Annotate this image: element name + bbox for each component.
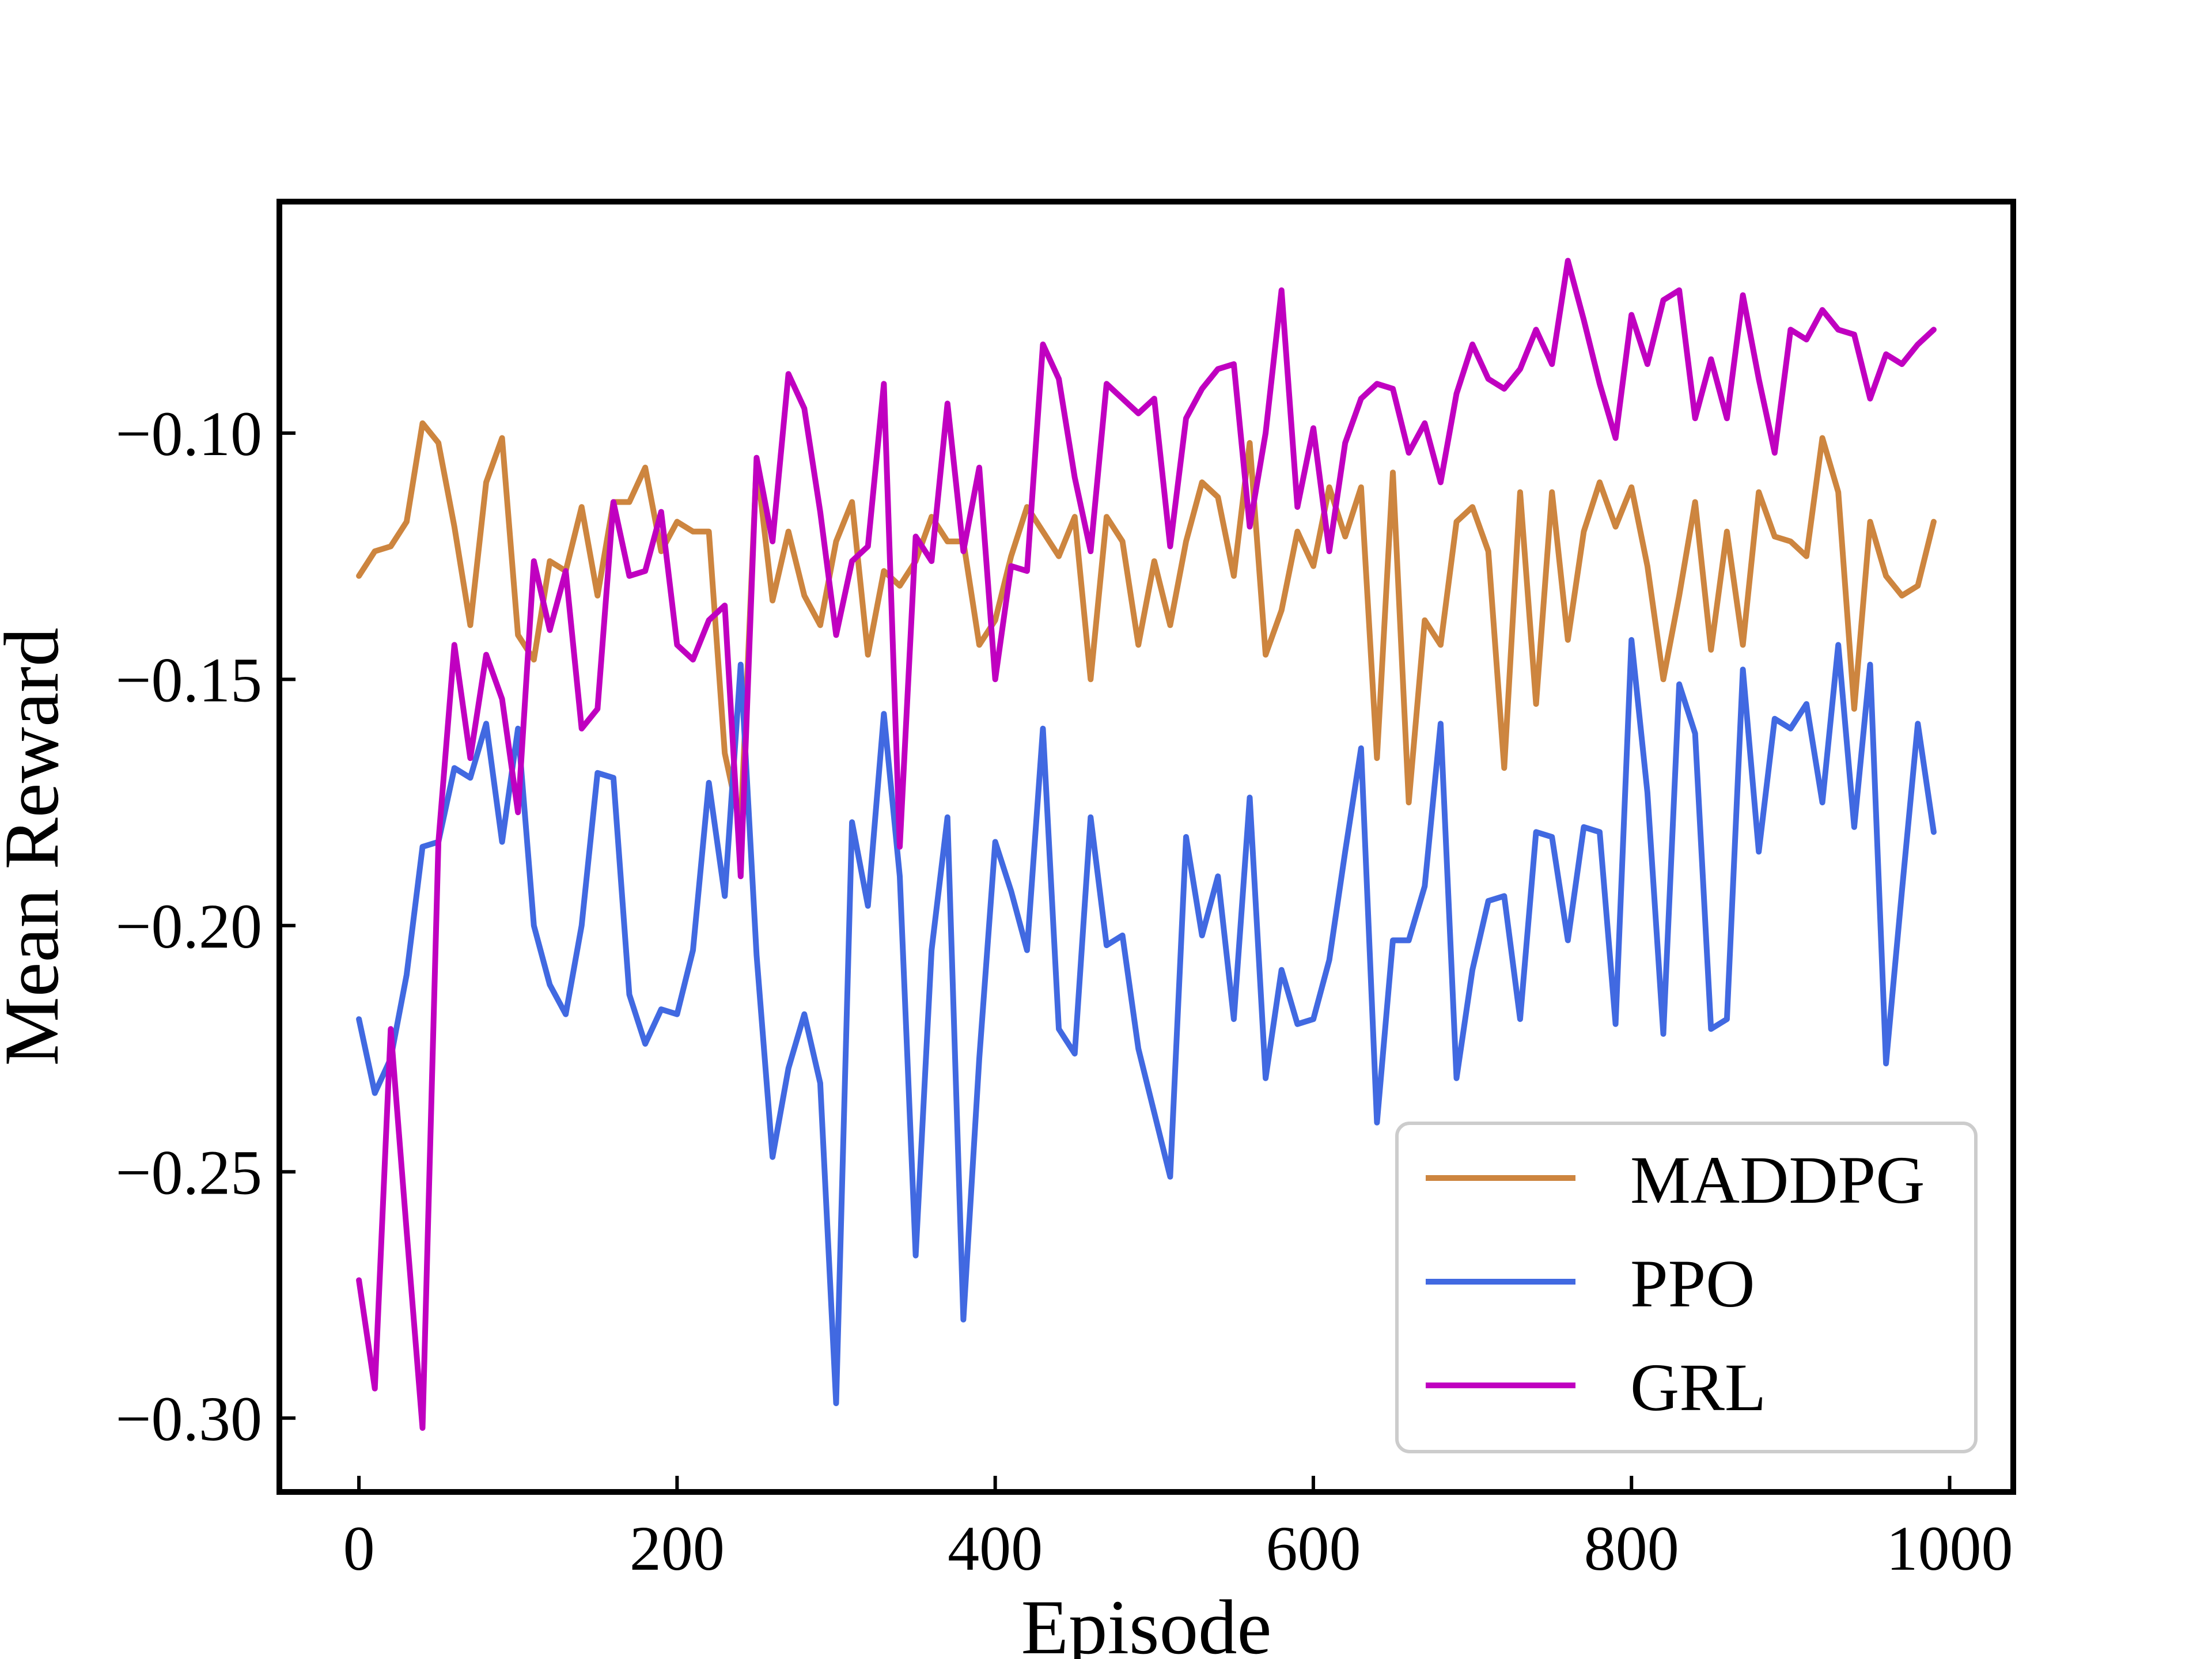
y-tick-label: −0.25 xyxy=(115,1137,262,1207)
series-layer xyxy=(356,257,1937,1431)
series-line-maddpg xyxy=(356,420,1937,830)
y-axis-label: Mean Reward xyxy=(0,628,75,1066)
x-tick-label: 400 xyxy=(948,1513,1043,1584)
y-tick-label: −0.20 xyxy=(115,891,262,961)
y-tick-label: −0.15 xyxy=(115,645,262,715)
x-tick-label: 1000 xyxy=(1887,1513,2013,1584)
x-tick-label: 200 xyxy=(630,1513,725,1584)
x-tick-label: 0 xyxy=(343,1513,375,1584)
legend-entry: PPO xyxy=(1426,1246,1755,1321)
y-axis: −0.30 −0.25 −0.20 −0.15 −0.10 xyxy=(115,399,296,1454)
series-line-grl xyxy=(356,257,1937,1431)
legend-label: PPO xyxy=(1630,1246,1755,1321)
x-tick-label: 600 xyxy=(1266,1513,1361,1584)
legend-box xyxy=(1395,1122,1978,1453)
y-tick-label: −0.30 xyxy=(115,1384,262,1454)
legend-entry: GRL xyxy=(1426,1350,1766,1425)
x-axis-label: Episode xyxy=(1021,1585,1272,1659)
x-tick-label: 800 xyxy=(1584,1513,1679,1584)
legend: MADDPG PPO GRL xyxy=(1395,1122,1978,1453)
legend-label: MADDPG xyxy=(1630,1142,1925,1218)
legend-entry: MADDPG xyxy=(1426,1142,1925,1218)
x-axis: 0 200 400 600 800 1000 xyxy=(343,1476,2013,1584)
y-tick-label: −0.10 xyxy=(115,399,262,469)
series-line-ppo xyxy=(356,637,1937,1407)
plot-frame xyxy=(276,199,2016,1495)
legend-label: GRL xyxy=(1630,1350,1766,1425)
